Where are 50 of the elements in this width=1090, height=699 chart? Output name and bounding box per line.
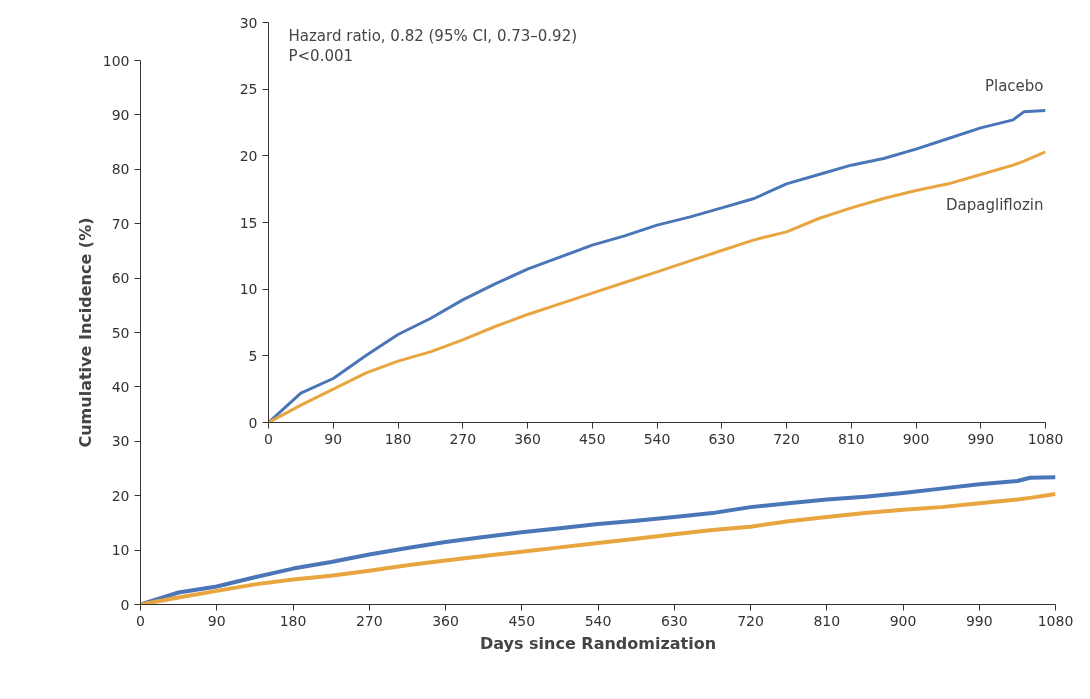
x-tick-label: 540 xyxy=(643,430,671,447)
x-tick-label: 1080 xyxy=(1027,430,1064,447)
y-tick-label: 15 xyxy=(239,214,258,231)
y-tick-label: 30 xyxy=(111,433,130,450)
y-tick-label: 30 xyxy=(239,14,258,31)
annotation: Hazard ratio, 0.82 (95% CI, 0.73–0.92) xyxy=(288,26,578,45)
y-tick-label: 100 xyxy=(102,52,130,69)
y-tick-label: 0 xyxy=(248,414,258,431)
series-label: Placebo xyxy=(984,76,1044,95)
y-tick-label: 10 xyxy=(239,281,258,298)
x-tick-label: 900 xyxy=(902,430,930,447)
y-tick-label: 80 xyxy=(111,161,130,178)
x-tick-label: 180 xyxy=(384,430,412,447)
x-tick-label: 630 xyxy=(660,612,688,629)
series-label: Dapagliflozin xyxy=(946,195,1044,214)
y-tick-label: 0 xyxy=(120,596,130,613)
x-tick-label: 360 xyxy=(514,430,541,447)
x-tick-label: 450 xyxy=(578,430,606,447)
y-tick-label: 60 xyxy=(111,270,130,287)
y-tick-label: 20 xyxy=(111,487,130,504)
y-tick-label: 10 xyxy=(111,542,130,559)
x-tick-label: 270 xyxy=(449,430,477,447)
x-tick-label: 720 xyxy=(773,430,800,447)
x-tick-label: 180 xyxy=(279,612,307,629)
x-tick-label: 810 xyxy=(837,430,865,447)
x-tick-label: 90 xyxy=(207,612,226,629)
x-tick-label: 450 xyxy=(508,612,536,629)
x-tick-label: 990 xyxy=(965,612,993,629)
annotation: P<0.001 xyxy=(288,46,354,65)
y-tick-label: 25 xyxy=(239,81,258,98)
x-tick-label: 360 xyxy=(432,612,459,629)
y-tick-label: 5 xyxy=(248,347,258,364)
x-tick-label: 900 xyxy=(889,612,917,629)
x-axis-title: Days since Randomization xyxy=(479,633,717,653)
x-tick-label: 810 xyxy=(813,612,841,629)
y-tick-label: 70 xyxy=(111,215,130,232)
y-tick-label: 90 xyxy=(111,106,130,123)
x-tick-label: 1080 xyxy=(1037,612,1074,629)
x-tick-label: 630 xyxy=(708,430,736,447)
y-tick-label: 20 xyxy=(239,147,258,164)
y-tick-label: 40 xyxy=(111,378,130,395)
y-tick-label: 50 xyxy=(111,324,130,341)
y-axis-title: Cumulative Incidence (%) xyxy=(75,217,95,448)
x-tick-label: 540 xyxy=(584,612,612,629)
x-tick-label: 720 xyxy=(737,612,764,629)
x-tick-label: 0 xyxy=(136,612,145,629)
x-tick-label: 0 xyxy=(264,430,273,447)
x-tick-label: 990 xyxy=(967,430,995,447)
x-tick-label: 90 xyxy=(324,430,343,447)
x-tick-label: 270 xyxy=(355,612,383,629)
